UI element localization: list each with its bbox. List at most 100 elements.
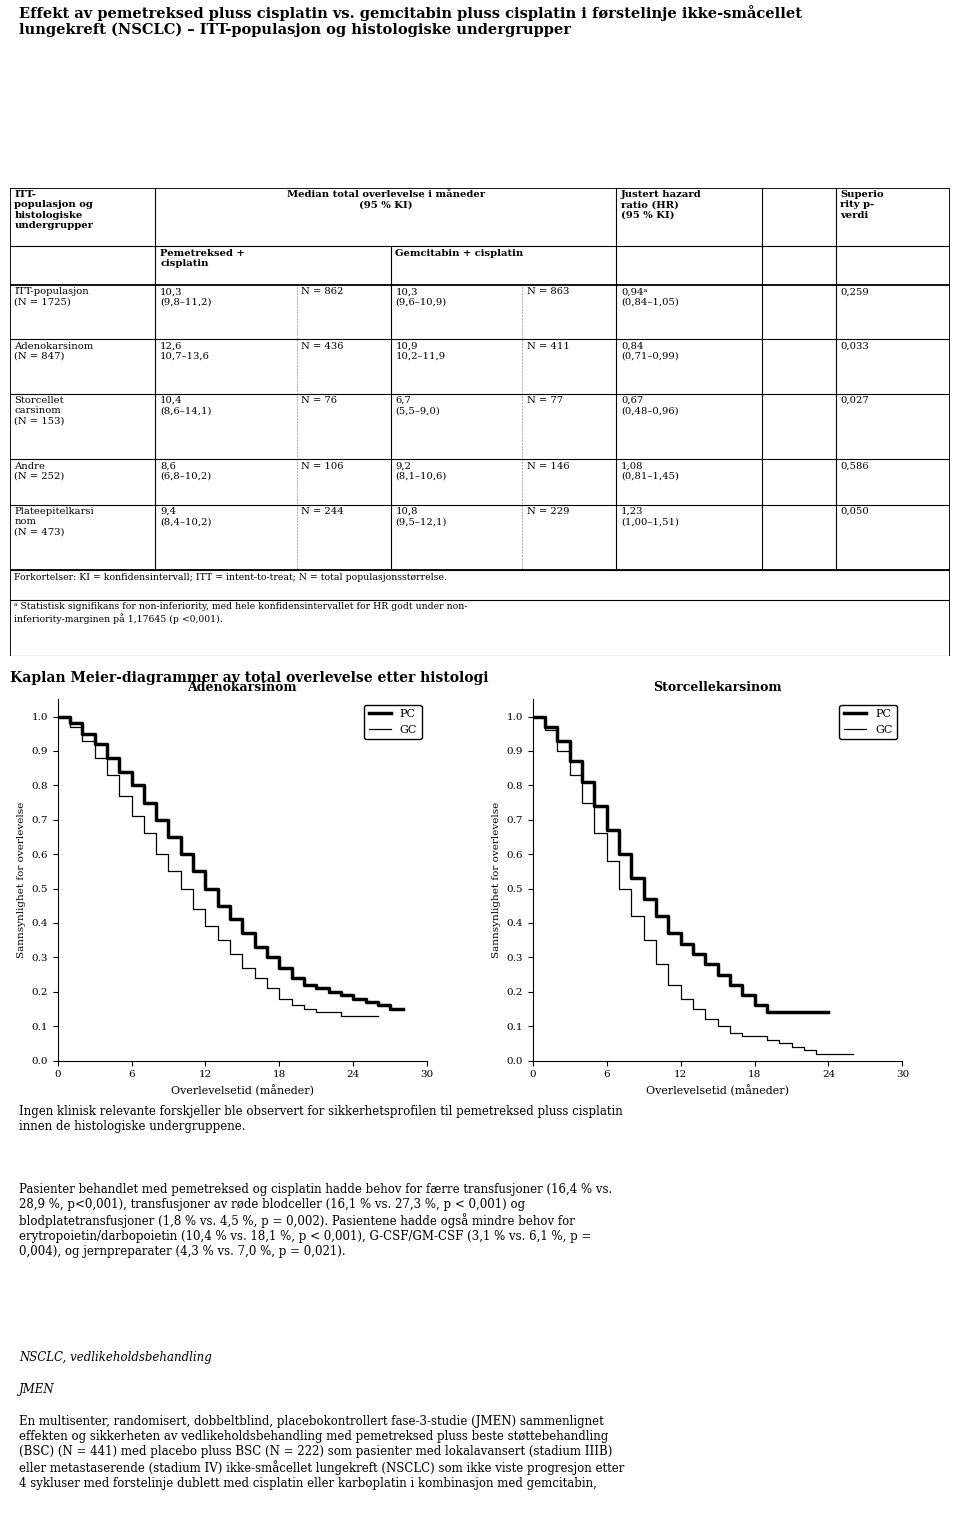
GC xyxy=(761,1031,773,1050)
PC xyxy=(274,959,285,978)
Text: 1,08
(0,81–1,45): 1,08 (0,81–1,45) xyxy=(621,461,679,481)
PC xyxy=(64,715,76,733)
GC xyxy=(576,793,588,812)
Text: N = 76: N = 76 xyxy=(301,397,337,404)
Text: N = 863: N = 863 xyxy=(527,287,569,297)
GC xyxy=(675,990,686,1008)
Text: Andre
(N = 252): Andre (N = 252) xyxy=(14,461,64,481)
PC xyxy=(286,968,298,987)
PC xyxy=(126,776,137,795)
Text: 10,4
(8,6–14,1): 10,4 (8,6–14,1) xyxy=(160,397,211,415)
PC xyxy=(162,828,175,847)
GC xyxy=(552,742,564,761)
GC xyxy=(823,1045,834,1064)
PC xyxy=(712,965,724,984)
PC xyxy=(323,982,334,1001)
GC xyxy=(650,954,661,973)
Legend: PC, GC: PC, GC xyxy=(364,705,421,739)
Text: ITT-
populasjon og
histologiske
undergrupper: ITT- populasjon og histologiske undergru… xyxy=(14,191,93,231)
GC xyxy=(736,1027,748,1045)
PC xyxy=(552,732,564,750)
GC xyxy=(126,807,137,825)
Text: ᵃ Statistisk signifikans for non-inferiority, med hele konfidensintervallet for : ᵃ Statistisk signifikans for non-inferio… xyxy=(14,603,468,624)
GC xyxy=(588,824,600,842)
GC xyxy=(261,979,273,998)
PC xyxy=(384,999,396,1017)
PC xyxy=(687,945,699,964)
X-axis label: Overlevelsetid (måneder): Overlevelsetid (måneder) xyxy=(646,1085,789,1096)
PC xyxy=(88,735,101,753)
Text: Effekt av pemetreksed pluss cisplatin vs. gemcitabin pluss cisplatin i førstelin: Effekt av pemetreksed pluss cisplatin vs… xyxy=(19,5,803,37)
GC xyxy=(564,765,576,784)
GC xyxy=(236,959,248,978)
GC xyxy=(848,1045,859,1064)
Text: 0,033: 0,033 xyxy=(840,341,869,350)
PC xyxy=(236,924,248,942)
Text: 0,259: 0,259 xyxy=(840,287,869,297)
GC xyxy=(835,1045,847,1064)
PC xyxy=(650,907,661,925)
PC xyxy=(200,879,211,898)
GC xyxy=(540,721,551,739)
Text: 0,84
(0,71–0,99): 0,84 (0,71–0,99) xyxy=(621,341,679,361)
GC xyxy=(101,765,112,784)
GC xyxy=(162,862,175,881)
Text: 12,6
10,7–13,6: 12,6 10,7–13,6 xyxy=(160,341,210,361)
Text: Pasienter behandlet med pemetreksed og cisplatin hadde behov for færre transfusj: Pasienter behandlet med pemetreksed og c… xyxy=(19,1183,612,1259)
PC xyxy=(101,749,112,767)
PC xyxy=(540,718,551,736)
GC xyxy=(151,845,162,864)
PC xyxy=(662,924,674,942)
Text: Justert hazard
ratio (HR)
(95 % KI): Justert hazard ratio (HR) (95 % KI) xyxy=(621,191,702,220)
GC xyxy=(77,732,88,750)
GC xyxy=(360,1007,372,1025)
Line: GC: GC xyxy=(58,716,378,1016)
Y-axis label: Sannsynlighet for overlevelse: Sannsynlighet for overlevelse xyxy=(492,802,501,958)
GC xyxy=(286,996,298,1014)
Text: N = 411: N = 411 xyxy=(527,341,570,350)
Y-axis label: Sannsynlighet for overlevelse: Sannsynlighet for overlevelse xyxy=(17,802,26,958)
PC xyxy=(225,910,236,928)
GC xyxy=(613,879,625,898)
GC xyxy=(113,787,125,805)
Text: N = 244: N = 244 xyxy=(301,507,344,516)
PC xyxy=(774,1004,785,1022)
GC xyxy=(774,1034,785,1053)
Text: Gemcitabin + cisplatin: Gemcitabin + cisplatin xyxy=(396,249,523,258)
PC xyxy=(348,990,359,1008)
PC xyxy=(113,762,125,781)
Text: 0,94ᵃ
(0,84–1,05): 0,94ᵃ (0,84–1,05) xyxy=(621,287,679,307)
Text: 6,7
(5,5–9,0): 6,7 (5,5–9,0) xyxy=(396,397,441,415)
GC xyxy=(348,1007,359,1025)
GC xyxy=(749,1027,760,1045)
PC xyxy=(749,996,760,1014)
Text: 1,23
(1,00–1,51): 1,23 (1,00–1,51) xyxy=(621,507,679,526)
PC xyxy=(151,810,162,828)
GC xyxy=(88,749,101,767)
Text: En multisenter, randomisert, dobbeltblind, placebokontrollert fase-3-studie (JME: En multisenter, randomisert, dobbeltblin… xyxy=(19,1416,625,1489)
GC xyxy=(249,968,260,987)
PC xyxy=(187,862,199,881)
Text: Storcellet
carsinom
(N = 153): Storcellet carsinom (N = 153) xyxy=(14,397,65,426)
PC xyxy=(761,1004,773,1022)
Text: 10,3
(9,6–10,9): 10,3 (9,6–10,9) xyxy=(396,287,446,307)
Text: Ingen klinisk relevante forskjeller ble observert for sikkerhetsprofilen til pem: Ingen klinisk relevante forskjeller ble … xyxy=(19,1105,623,1133)
Text: NSCLC, vedlikeholdsbehandling: NSCLC, vedlikeholdsbehandling xyxy=(19,1351,212,1363)
GC xyxy=(626,907,637,925)
GC xyxy=(64,718,76,736)
GC xyxy=(724,1024,735,1042)
Text: N = 436: N = 436 xyxy=(301,341,344,350)
Text: 10,3
(9,8–11,2): 10,3 (9,8–11,2) xyxy=(160,287,211,307)
Text: 0,027: 0,027 xyxy=(840,397,869,404)
GC xyxy=(299,999,310,1017)
PC xyxy=(360,993,372,1011)
PC xyxy=(626,868,637,887)
GC xyxy=(335,1007,347,1025)
GC xyxy=(810,1045,822,1064)
Text: 10,8
(9,5–12,1): 10,8 (9,5–12,1) xyxy=(396,507,446,526)
Title: Storcellekarsinom: Storcellekarsinom xyxy=(654,681,781,695)
GC xyxy=(274,990,285,1008)
Text: 8,6
(6,8–10,2): 8,6 (6,8–10,2) xyxy=(160,461,211,481)
PC xyxy=(138,793,150,812)
Line: PC: PC xyxy=(58,716,402,1008)
